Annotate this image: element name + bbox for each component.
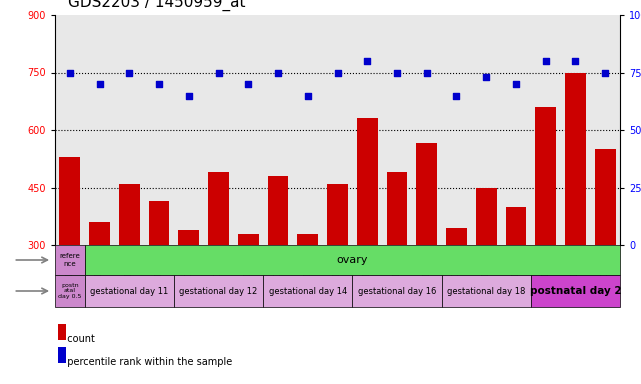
- Point: [184, 93, 194, 99]
- Point: [451, 93, 462, 99]
- Bar: [60, 157, 80, 245]
- Text: postn
atal
day 0.5: postn atal day 0.5: [58, 283, 81, 299]
- Text: postnatal day 2: postnatal day 2: [529, 286, 621, 296]
- Bar: [174, 275, 263, 307]
- Bar: [506, 207, 526, 245]
- Bar: [55, 245, 85, 275]
- Bar: [85, 275, 174, 307]
- Bar: [208, 172, 229, 245]
- Point: [243, 81, 253, 87]
- Point: [333, 70, 343, 76]
- Bar: [89, 222, 110, 245]
- Point: [65, 70, 75, 76]
- Bar: [327, 184, 348, 245]
- Point: [570, 58, 581, 64]
- Text: gestational day 14: gestational day 14: [269, 286, 347, 296]
- Bar: [357, 119, 378, 245]
- Point: [362, 58, 372, 64]
- Bar: [531, 275, 620, 307]
- Bar: [353, 275, 442, 307]
- Text: ovary: ovary: [337, 255, 368, 265]
- Text: GDS2203 / 1450959_at: GDS2203 / 1450959_at: [68, 0, 246, 11]
- Point: [600, 70, 610, 76]
- Bar: [387, 172, 408, 245]
- Bar: [416, 143, 437, 245]
- Bar: [297, 233, 318, 245]
- Point: [540, 58, 551, 64]
- Point: [124, 70, 135, 76]
- Bar: [535, 107, 556, 245]
- Bar: [565, 73, 586, 245]
- Point: [481, 74, 491, 80]
- Text: gestational day 18: gestational day 18: [447, 286, 526, 296]
- Point: [511, 81, 521, 87]
- Point: [94, 81, 104, 87]
- Text: refere
nce: refere nce: [60, 253, 80, 266]
- Bar: [238, 233, 259, 245]
- Text: gestational day 11: gestational day 11: [90, 286, 169, 296]
- Bar: [263, 275, 353, 307]
- Text: gestational day 16: gestational day 16: [358, 286, 436, 296]
- Bar: [442, 275, 531, 307]
- Bar: [178, 230, 199, 245]
- Point: [273, 70, 283, 76]
- Bar: [149, 201, 169, 245]
- Bar: [476, 187, 497, 245]
- Bar: [268, 176, 288, 245]
- Point: [392, 70, 402, 76]
- Point: [154, 81, 164, 87]
- Point: [213, 70, 224, 76]
- Bar: [55, 275, 85, 307]
- Point: [422, 70, 432, 76]
- Text: gestational day 12: gestational day 12: [179, 286, 258, 296]
- Text: percentile rank within the sample: percentile rank within the sample: [62, 357, 233, 367]
- Bar: [595, 149, 615, 245]
- Bar: [119, 184, 140, 245]
- Text: count: count: [62, 334, 96, 344]
- Point: [303, 93, 313, 99]
- Bar: [446, 228, 467, 245]
